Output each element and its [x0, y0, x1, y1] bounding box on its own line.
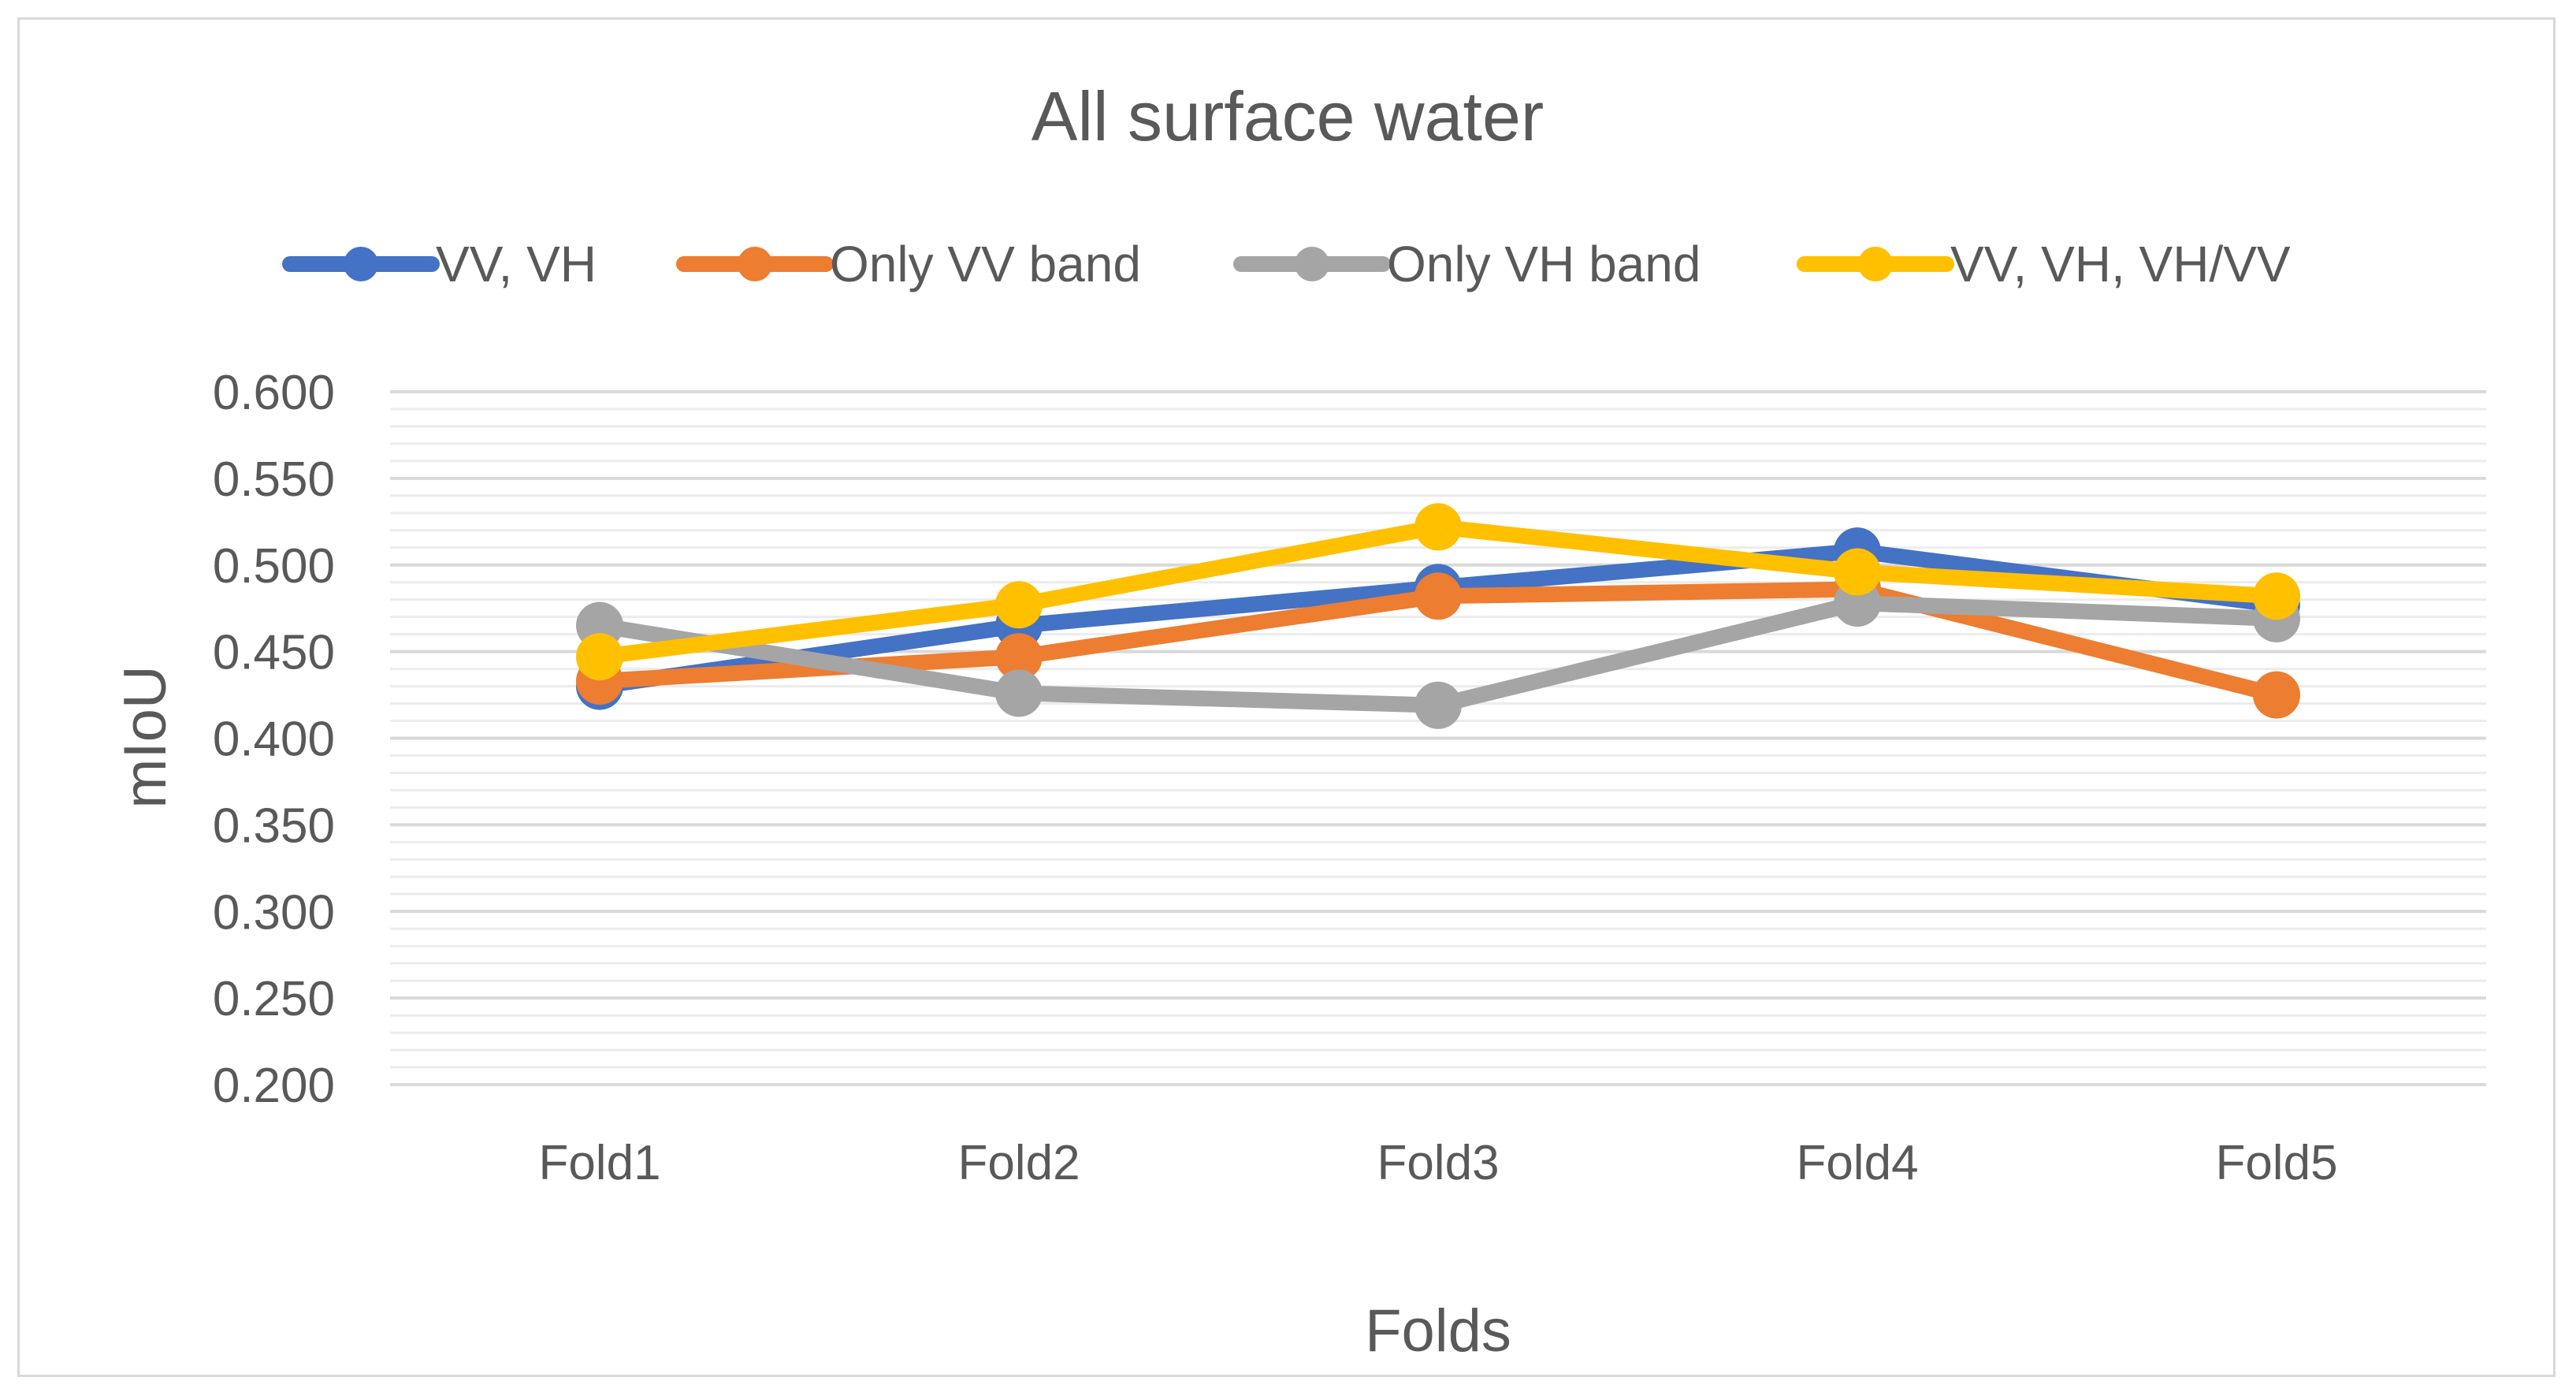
y-tick-label: 0.450	[213, 626, 335, 680]
legend-marker	[1858, 247, 1893, 281]
data-point	[1414, 681, 1462, 729]
data-point	[1414, 572, 1462, 620]
legend-marker	[738, 247, 772, 281]
legend-item: Only VH band	[1233, 236, 1701, 292]
y-axis-ticks: 0.200 0.250 0.300 0.350 0.400 0.450 0.500 0.550…	[213, 366, 335, 1113]
data-point	[2253, 572, 2300, 620]
y-tick-label: 0.550	[213, 452, 335, 507]
y-tick-label: 0.350	[213, 799, 335, 853]
data-point	[1414, 503, 1462, 551]
x-tick-label: Fold3	[1377, 1136, 1499, 1190]
data-point	[995, 669, 1043, 717]
data-point	[995, 581, 1043, 629]
data-point	[2253, 671, 2300, 719]
data-point	[1834, 548, 1881, 596]
legend-label: Only VH band	[1387, 236, 1701, 292]
y-tick-label: 0.400	[213, 713, 335, 767]
x-tick-label: Fold2	[957, 1136, 1080, 1190]
legend-item: Only VV band	[676, 236, 1141, 292]
data-point	[576, 633, 623, 681]
legend-marker	[344, 247, 378, 281]
x-axis-title: Folds	[1365, 1297, 1511, 1364]
y-tick-label: 0.250	[213, 972, 335, 1026]
series-4	[576, 503, 2300, 681]
legend-item: VV, VH, VH/VV	[1797, 236, 2291, 292]
data-point	[995, 633, 1043, 681]
x-tick-label: Fold4	[1796, 1136, 1918, 1190]
y-tick-label: 0.300	[213, 885, 335, 940]
legend-label: VV, VH	[436, 236, 597, 292]
x-axis-ticks: Fold1 Fold2 Fold3 Fold4 Fold5	[538, 1136, 2337, 1190]
x-tick-label: Fold1	[538, 1136, 660, 1190]
chart-title: All surface water	[1032, 77, 1544, 155]
legend-marker	[1295, 247, 1329, 281]
y-tick-label: 0.200	[213, 1059, 335, 1113]
y-tick-label: 0.500	[213, 539, 335, 594]
legend: VV, VH Only VV band Only VH band VV, VH, VH…	[282, 236, 2291, 292]
legend-label: Only VV band	[830, 236, 1141, 292]
legend-label: VV, VH, VH/VV	[1950, 236, 2291, 292]
x-tick-label: Fold5	[2215, 1136, 2337, 1190]
legend-item: VV, VH	[282, 236, 597, 292]
y-axis-title: mIoU	[112, 665, 179, 809]
series-lines	[576, 503, 2300, 729]
gridlines	[390, 390, 2486, 1086]
y-tick-label: 0.600	[213, 366, 335, 420]
